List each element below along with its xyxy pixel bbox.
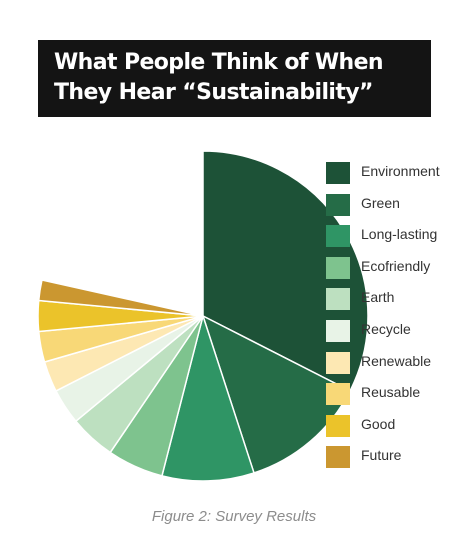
pie-slice-future bbox=[37, 279, 204, 317]
legend-label-renewable: Renewable bbox=[361, 352, 432, 369]
legend-swatch-reusable bbox=[326, 383, 350, 406]
legend-label-earth: Earth bbox=[361, 289, 395, 306]
chart-title-line-1: What People Think of When bbox=[54, 50, 384, 75]
legend-label-reusable: Reusable bbox=[361, 384, 421, 401]
legend-swatch-future bbox=[326, 446, 350, 469]
legend-swatch-good bbox=[326, 414, 350, 437]
pie-slice-long-lasting bbox=[161, 315, 255, 482]
legend-item-reusable: Reusable bbox=[326, 380, 466, 412]
legend-label-green: Green bbox=[361, 194, 400, 211]
chart-title-box: What People Think of When They Hear “Sus… bbox=[38, 40, 431, 117]
legend-label-environment: Environment bbox=[361, 163, 440, 179]
legend-swatch-environment bbox=[326, 162, 350, 184]
legend-swatch-green bbox=[326, 193, 350, 216]
legend-label-recycle: Recycle bbox=[361, 320, 411, 337]
chart-title-line-2: They Hear “Sustainability” bbox=[54, 80, 373, 105]
legend-label-future: Future bbox=[361, 447, 402, 464]
legend-item-renewable: Renewable bbox=[326, 349, 466, 381]
legend-item-earth: Earth bbox=[326, 285, 466, 317]
legend-label-good: Good bbox=[361, 415, 396, 432]
legend-label-ecofriendly: Ecofriendly bbox=[361, 257, 431, 274]
legend-swatch-recycle bbox=[326, 319, 350, 342]
legend-item-long-lasting: Long-lasting bbox=[326, 222, 466, 254]
chart-legend: Environment Green Long-lasting Ecofriendly E… bbox=[326, 159, 466, 475]
legend-label-long-lasting: Long-lasting bbox=[361, 226, 438, 243]
legend-swatch-earth bbox=[326, 288, 350, 311]
legend-swatch-renewable bbox=[326, 351, 350, 374]
legend-item-ecofriendly: Ecofriendly bbox=[326, 254, 466, 286]
legend-swatch-long-lasting bbox=[326, 225, 350, 248]
legend-item-green: Green bbox=[326, 191, 466, 223]
legend-item-recycle: Recycle bbox=[326, 317, 466, 349]
legend-swatch-ecofriendly bbox=[326, 256, 350, 279]
figure-caption: Figure 2: Survey Results bbox=[151, 508, 317, 525]
legend-item-future: Future bbox=[326, 443, 466, 475]
legend-item-good: Good bbox=[326, 412, 466, 444]
legend-item-environment: Environment bbox=[326, 159, 466, 191]
